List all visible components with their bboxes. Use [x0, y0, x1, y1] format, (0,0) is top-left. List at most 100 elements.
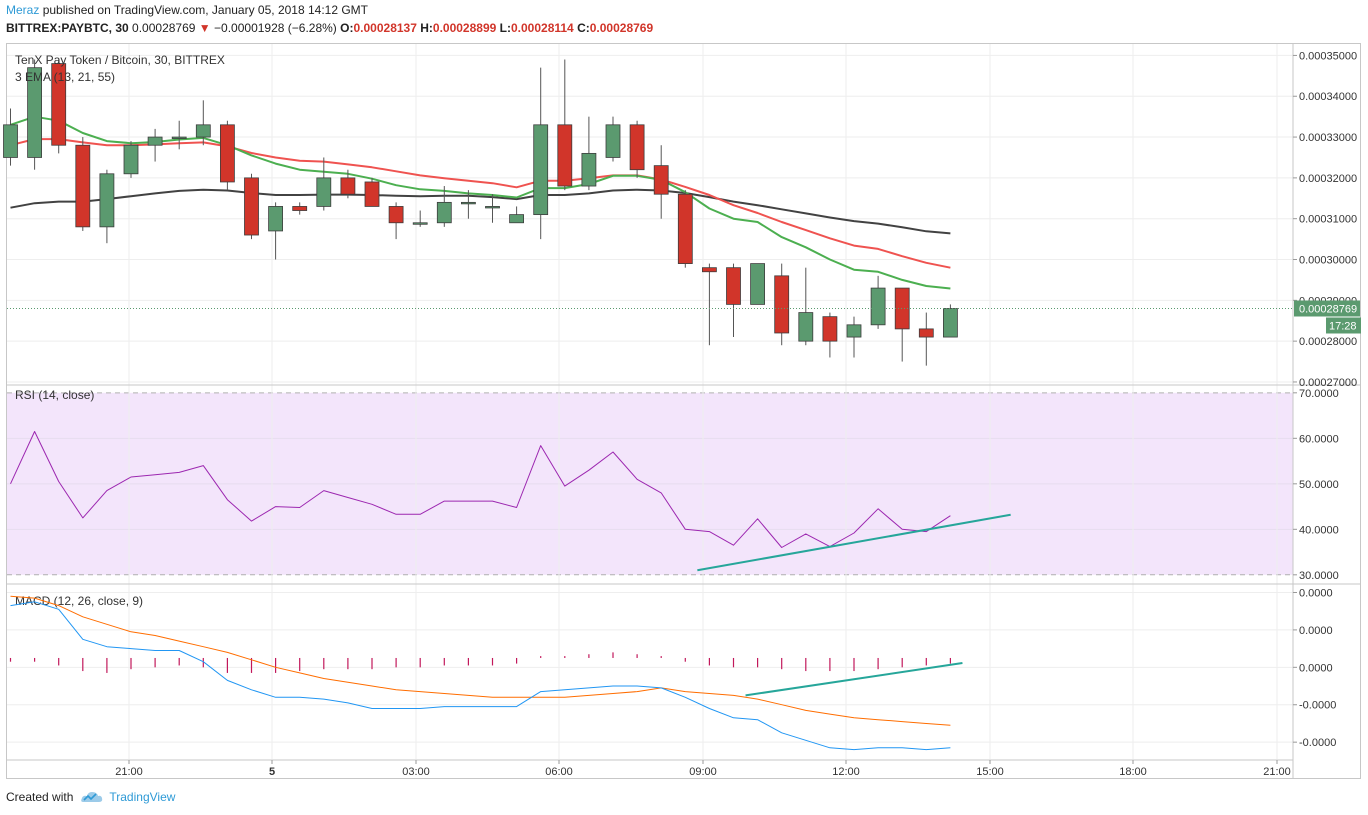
macd-title: MACD (12, 26, close, 9) — [15, 594, 143, 608]
candle-body — [798, 312, 814, 342]
published-text: published on TradingView.com, January 05… — [42, 3, 368, 17]
candle-body — [412, 222, 428, 225]
symbol-ohlc-bar: BITTREX:PAYBTC, 30 0.00028769 ▼ −0.00001… — [6, 21, 653, 36]
price-axis-tick-label: 0.00035000 — [1299, 50, 1357, 62]
candle-body — [99, 173, 115, 228]
candle-body — [677, 193, 693, 264]
time-axis-label: 06:00 — [545, 766, 573, 778]
footer: Created with TradingView — [6, 789, 175, 805]
candle-body — [629, 124, 645, 171]
time-axis-label: 03:00 — [402, 766, 430, 778]
macd-axis-tick-label: 0.0000 — [1299, 625, 1333, 637]
candle-body — [3, 124, 18, 158]
candle-body — [171, 136, 187, 139]
ema21-line — [10, 138, 951, 269]
price-axis-tick-label: 0.00030000 — [1299, 255, 1357, 267]
countdown-label: 17:28 — [1329, 320, 1357, 332]
last-price-tag — [1294, 300, 1360, 317]
candle-body — [702, 267, 717, 273]
candle-body — [268, 206, 284, 232]
candle-body — [750, 263, 765, 305]
candle-body — [485, 206, 500, 209]
tradingview-cloud-icon[interactable] — [79, 790, 103, 804]
last-price: 0.00028769 — [132, 21, 196, 35]
price-axis-tick-label: 0.00032000 — [1299, 173, 1357, 185]
candle-body — [581, 152, 597, 187]
candle-body — [123, 144, 139, 175]
publication-info: Meraz published on TradingView.com, Janu… — [6, 3, 368, 18]
candle-body — [292, 206, 308, 211]
candle-body — [340, 177, 356, 195]
ema-indicator-label: 3 EMA (13, 21, 55) — [15, 70, 115, 84]
macd-line — [10, 601, 951, 751]
countdown-tag — [1326, 317, 1361, 334]
last-price-tag-label: 0.00028769 — [1299, 303, 1357, 315]
candle-body — [870, 287, 886, 326]
chart-title: TenX Pay Token / Bitcoin, 30, BITTREX — [15, 53, 225, 67]
candle-body — [605, 124, 621, 158]
candle-body — [436, 201, 452, 224]
time-axis-label: 09:00 — [689, 766, 717, 778]
candle-body — [557, 124, 573, 187]
macd-trendline — [745, 662, 963, 697]
rsi-axis-tick-label: 50.0000 — [1299, 479, 1339, 491]
macd-axis-tick-label: 0.0000 — [1299, 662, 1333, 674]
candle-body — [388, 206, 404, 224]
candle-body — [244, 177, 259, 236]
candle-body — [75, 144, 91, 228]
time-axis-label: 5 — [269, 766, 275, 778]
candle-body — [774, 275, 790, 334]
author-name[interactable]: Meraz — [6, 3, 40, 17]
price-axis-tick-label: 0.00028000 — [1299, 336, 1357, 348]
candle-body — [460, 201, 476, 205]
time-axis-label: 18:00 — [1119, 766, 1147, 778]
ema13-line — [10, 115, 951, 290]
rsi-axis-tick-label: 40.0000 — [1299, 524, 1339, 536]
candle-body — [726, 267, 741, 305]
macd-signal-line — [10, 595, 951, 726]
time-axis-label: 21:00 — [1263, 766, 1291, 778]
high-value: 0.00028899 — [432, 21, 497, 35]
high-label: H: — [420, 21, 433, 35]
candle-body — [943, 308, 958, 338]
candle-body — [51, 63, 67, 146]
candle-body — [509, 214, 525, 224]
rsi-axis-tick-label: 30.0000 — [1299, 570, 1339, 582]
rsi-line — [10, 431, 951, 548]
candle-body — [533, 124, 549, 216]
candle-body — [918, 328, 934, 338]
candle-body — [653, 165, 669, 195]
candle-body — [195, 124, 211, 138]
candle-body — [822, 316, 838, 342]
macd-axis-tick-label: -0.0000 — [1299, 700, 1336, 712]
ema55-line — [10, 188, 951, 235]
time-axis-label: 21:00 — [115, 766, 143, 778]
candle-body — [364, 181, 380, 207]
candle-body — [846, 324, 862, 338]
low-label: L: — [499, 21, 511, 35]
price-axis-tick-label: 0.00034000 — [1299, 91, 1357, 103]
rsi-trendline — [697, 513, 1011, 572]
down-arrow-icon: ▼ — [198, 21, 211, 35]
open-label: O: — [340, 21, 354, 35]
rsi-axis-tick-label: 60.0000 — [1299, 433, 1339, 445]
macd-axis-tick-label: 0.0000 — [1299, 587, 1333, 599]
close-value: 0.00028769 — [589, 21, 654, 35]
candle-body — [27, 67, 43, 158]
created-with-text: Created with — [6, 790, 74, 804]
close-label: C: — [577, 21, 590, 35]
candle-body — [219, 124, 235, 183]
rsi-title: RSI (14, close) — [15, 388, 94, 402]
tradingview-brand[interactable]: TradingView — [109, 790, 176, 804]
price-axis-tick-label: 0.00033000 — [1299, 132, 1357, 144]
low-value: 0.00028114 — [510, 21, 574, 35]
open-value: 0.00028137 — [353, 21, 417, 35]
price-axis-tick-label: 0.00031000 — [1299, 214, 1357, 226]
symbol-label: BITTREX:PAYBTC, 30 — [6, 21, 129, 35]
price-axis-tick-label: 0.00027000 — [1299, 377, 1357, 389]
macd-axis-tick-label: -0.0000 — [1299, 737, 1336, 749]
time-axis-label: 12:00 — [832, 766, 860, 778]
candle-body — [316, 177, 332, 207]
price-change: −0.00001928 (−6.28%) — [214, 21, 337, 35]
